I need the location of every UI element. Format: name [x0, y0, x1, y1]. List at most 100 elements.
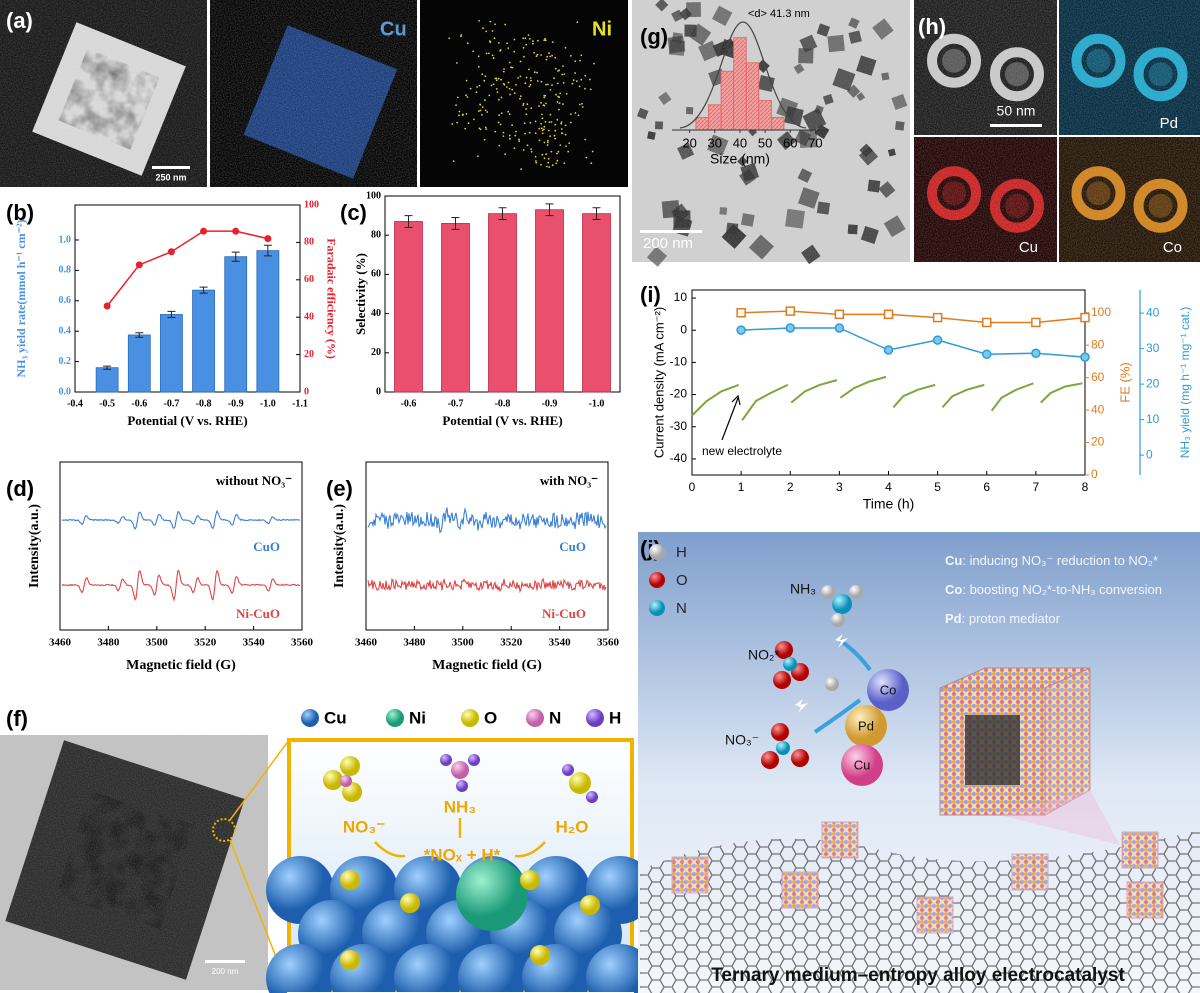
- ni-dot: [540, 80, 543, 83]
- ni-dot: [458, 110, 461, 113]
- ni-dot: [515, 130, 517, 133]
- ni-dot: [504, 23, 506, 26]
- ni-dot: [563, 73, 566, 75]
- ni-dot: [484, 99, 486, 102]
- ni-dot: [550, 121, 553, 123]
- fe-point: [883, 309, 894, 320]
- ni-dot: [479, 103, 481, 106]
- ni-dot: [544, 120, 547, 123]
- ni-dot: [478, 127, 481, 130]
- ni-dot: [536, 80, 539, 82]
- panel-label: (i): [640, 282, 661, 307]
- histogram-hatch: [708, 104, 722, 130]
- ni-dot: [557, 150, 560, 153]
- histogram-hatch: [695, 117, 709, 130]
- molecule-label: NH₃: [790, 581, 816, 597]
- o-atom: [791, 749, 809, 767]
- o-atom: [520, 870, 540, 890]
- ni-dot: [485, 128, 488, 131]
- series-line: [741, 310, 1086, 324]
- n-atom: [783, 657, 797, 671]
- note: Cu: inducing NO₃⁻ reduction to NO₂*: [945, 553, 1158, 568]
- ni-dot: [572, 79, 575, 82]
- y-tick-label: 0.4: [59, 325, 72, 336]
- error-bar: [451, 217, 460, 230]
- fe-point: [232, 227, 240, 235]
- bar: [256, 250, 280, 393]
- ni-dot: [543, 39, 546, 42]
- ni-dot: [529, 83, 532, 86]
- ni-dot: [544, 94, 547, 97]
- ni-dot: [499, 123, 502, 126]
- ni-dot: [562, 65, 564, 67]
- ni-dot: [509, 93, 511, 96]
- ni-dot: [548, 52, 550, 55]
- ni-dot: [476, 86, 478, 88]
- legend-label: Ni: [409, 708, 426, 727]
- ni-dot: [545, 58, 548, 61]
- error-bar: [103, 365, 112, 370]
- annotation: without NO₃⁻: [216, 473, 292, 488]
- ni-dot: [465, 79, 468, 82]
- ni-dot: [455, 104, 457, 106]
- note-element: Pd: [945, 611, 962, 626]
- ni-dot: [522, 102, 525, 105]
- fe-point: [103, 302, 111, 310]
- ni-dot: [529, 121, 532, 124]
- note-text: : inducing NO₃⁻ reduction to NO₂*: [962, 553, 1158, 568]
- ni-dot: [549, 113, 552, 116]
- x-tick-label: 3: [836, 480, 843, 494]
- legend-label: Cu: [324, 708, 347, 727]
- ni-dot: [576, 80, 578, 83]
- ni-dot: [519, 75, 522, 78]
- ni-dot: [507, 81, 510, 84]
- ni-dot: [533, 71, 536, 74]
- ni-dot: [519, 97, 521, 100]
- fe-point: [200, 227, 208, 235]
- yield-point: [982, 349, 992, 360]
- x-tick-label: 3480: [403, 637, 426, 649]
- ni-dot: [564, 133, 567, 136]
- x-tick-label: 40: [733, 135, 747, 150]
- x-tick-label: 3540: [549, 637, 572, 649]
- ni-dot: [465, 113, 468, 115]
- ni-dot: [547, 139, 549, 142]
- ni-dot: [448, 37, 451, 40]
- legend-atom: [586, 709, 604, 727]
- cu-atom: [394, 944, 462, 993]
- y-axis-label: NH₃ yield rate(mmol h⁻¹ cm⁻²): [14, 219, 28, 377]
- ni-dot: [541, 117, 544, 120]
- ni-dot: [580, 54, 583, 57]
- ni-dot: [548, 121, 551, 124]
- ni-dot: [571, 82, 574, 85]
- ni-map: [420, 0, 628, 187]
- legend-atom: [386, 709, 404, 727]
- o-atom: [323, 770, 343, 790]
- ni-dot: [541, 153, 544, 156]
- ni-dot: [562, 82, 565, 84]
- ni-dot: [556, 152, 558, 155]
- x-tick-label: 6: [983, 480, 990, 494]
- y2-tick-label: 40: [1091, 402, 1105, 416]
- ni-dot: [576, 21, 579, 23]
- panel-label: (d): [6, 476, 34, 501]
- ni-dot: [538, 139, 541, 142]
- ni-dot: [507, 47, 510, 49]
- fe-point: [736, 307, 746, 318]
- y2-tick-label: 80: [1091, 337, 1105, 351]
- error-bar: [404, 215, 413, 228]
- ni-dot: [540, 163, 542, 166]
- y-tick-label: 0.8: [59, 265, 72, 276]
- note-element: Cu: [945, 553, 962, 568]
- x-tick-label: -0.5: [99, 398, 115, 409]
- ni-dot: [540, 54, 542, 56]
- ni-dot: [514, 134, 517, 137]
- ni-dot: [560, 121, 563, 123]
- plot-frame: [365, 461, 609, 631]
- o-atom: [530, 945, 550, 965]
- x-tick-label: 3480: [97, 637, 120, 649]
- legend-label: H: [609, 708, 621, 727]
- error-bar: [167, 310, 176, 319]
